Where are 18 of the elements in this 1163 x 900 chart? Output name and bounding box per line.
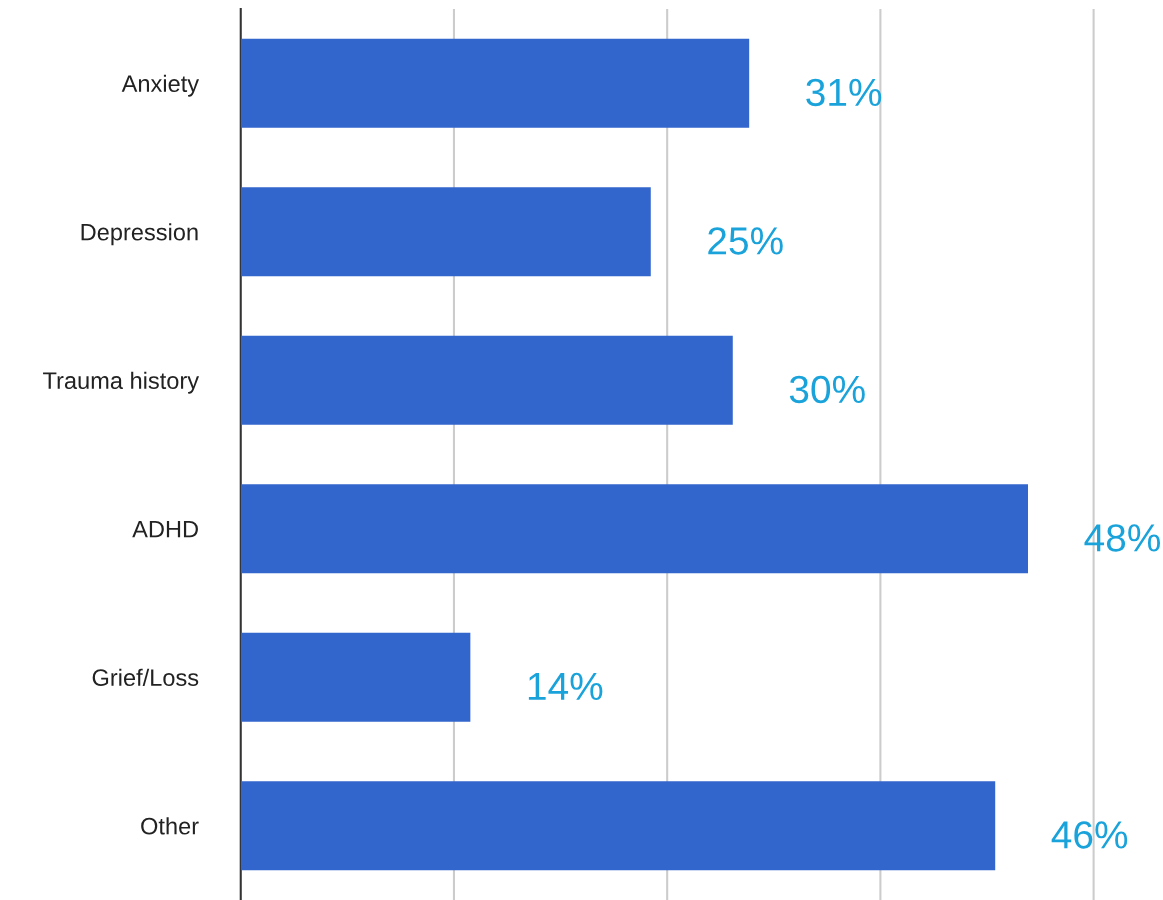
y-tick-label: Grief/Loss xyxy=(92,668,199,687)
data-label: 14% xyxy=(528,672,603,701)
y-tick-label: Other xyxy=(141,817,199,835)
bar xyxy=(240,38,750,128)
y-tick-label: Depression xyxy=(81,223,198,246)
data-label: 31% xyxy=(806,78,882,107)
bar xyxy=(240,335,733,425)
data-label: 30% xyxy=(789,375,865,404)
bar xyxy=(240,781,996,871)
y-tick-label: ADHD xyxy=(132,521,198,538)
y-tick-label: Anxiety xyxy=(121,74,200,97)
y-tick-label: Trauma history xyxy=(43,371,200,394)
bar xyxy=(240,632,471,722)
data-label: 25% xyxy=(708,227,783,255)
data-label: 46% xyxy=(1051,821,1128,849)
bar xyxy=(240,484,1028,574)
bar xyxy=(240,187,651,277)
data-label: 48% xyxy=(1084,524,1161,552)
